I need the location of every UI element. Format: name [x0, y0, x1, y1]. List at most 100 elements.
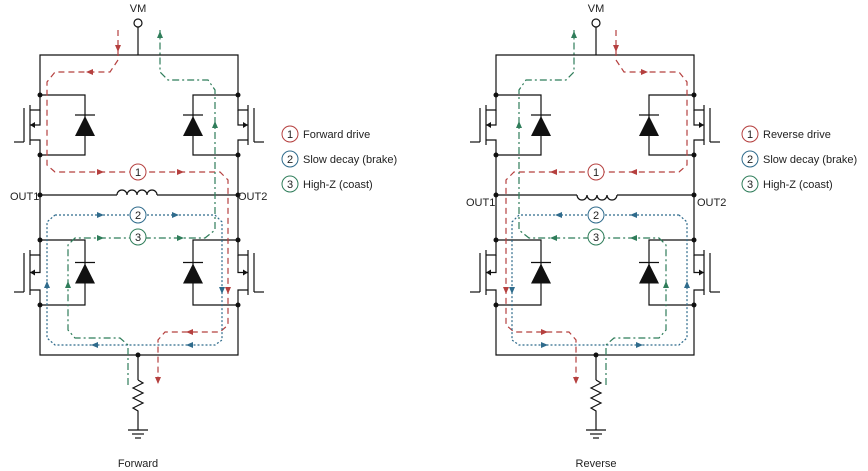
mosfet [486, 139, 497, 155]
mosfet [693, 139, 704, 155]
current-arrow [555, 212, 562, 218]
path-tag [129, 163, 147, 181]
legend-marker [281, 125, 299, 143]
diode [531, 263, 551, 284]
mosfet [486, 240, 497, 256]
junction [37, 302, 43, 308]
mosfet-arrow [243, 122, 248, 128]
current-arrow [97, 212, 104, 218]
current-arrow [636, 342, 643, 348]
legend-marker [741, 175, 759, 193]
mosfet [30, 95, 41, 111]
current-arrow [509, 287, 515, 294]
current-arrow [44, 281, 50, 288]
junction [691, 192, 697, 198]
current-arrow [115, 45, 121, 52]
diode-wire [496, 239, 542, 306]
mosfet [693, 289, 704, 305]
junction [37, 92, 43, 98]
out1-label: OUT1 [466, 197, 495, 209]
out1-label: OUT1 [10, 191, 39, 203]
path-tag [129, 228, 147, 246]
junction [691, 237, 697, 243]
current-arrow [541, 329, 548, 335]
current-arrow [212, 121, 218, 128]
mosfet-arrow [30, 269, 35, 276]
resistor [589, 379, 603, 430]
junction [235, 92, 241, 98]
current-arrow [630, 169, 637, 175]
current-arrow [684, 281, 690, 288]
mosfet [693, 95, 704, 111]
mosfet [237, 139, 248, 155]
legend-number: 2 [747, 154, 753, 166]
legend-marker [741, 125, 759, 143]
current-arrow [641, 69, 648, 75]
diode-wire [192, 239, 238, 306]
junction [493, 302, 499, 308]
path-tag-number: 2 [593, 210, 599, 222]
current-arrow [172, 212, 179, 218]
diode [639, 116, 659, 136]
vm-terminal [591, 18, 601, 28]
current-arrow [177, 169, 184, 175]
current-arrow [573, 377, 579, 384]
current-arrow [97, 235, 104, 241]
current-arrow [550, 169, 557, 175]
mosfet-arrow [30, 122, 35, 128]
mosfet-arrow [699, 122, 704, 128]
current-arrow [177, 235, 184, 241]
current-arrow [186, 329, 193, 335]
legend-label: High-Z (coast) [763, 179, 833, 191]
vm-label: VM [588, 3, 605, 15]
mosfet [237, 95, 248, 111]
mosfet-arrow [243, 269, 248, 276]
drive-path [505, 30, 688, 385]
path-tag [587, 228, 605, 246]
diode [183, 116, 203, 136]
junction [691, 92, 697, 98]
inductor [576, 194, 618, 201]
legend-label: Slow decay (brake) [303, 154, 397, 166]
current-arrow [630, 235, 637, 241]
caption: Forward [118, 458, 158, 470]
current-arrow [65, 281, 71, 288]
caption: Reverse [576, 458, 617, 470]
current-arrow [630, 212, 637, 218]
junction [493, 152, 499, 158]
diode [75, 263, 95, 284]
mosfet [30, 289, 41, 305]
wire [495, 54, 695, 95]
wire [39, 305, 239, 356]
path-tag-number: 1 [135, 167, 141, 179]
wire [39, 54, 239, 95]
out2-label: OUT2 [697, 197, 726, 209]
current-arrow [86, 69, 93, 75]
resistor [131, 379, 145, 430]
mosfet-arrow [486, 269, 491, 276]
current-arrow [571, 31, 577, 38]
junction [235, 302, 241, 308]
legend-number: 1 [287, 129, 293, 141]
junction [691, 302, 697, 308]
path-tag-number: 1 [593, 167, 599, 179]
legend-number: 1 [747, 129, 753, 141]
path-tag-number: 3 [593, 232, 599, 244]
vm-label: VM [130, 3, 147, 15]
drive-path [46, 30, 229, 385]
legend-label: High-Z (coast) [303, 179, 373, 191]
diode [183, 263, 203, 284]
mosfet [30, 139, 41, 155]
diode [639, 263, 659, 284]
current-arrow [516, 121, 522, 128]
mosfet [30, 240, 41, 256]
junction [235, 152, 241, 158]
junction [493, 192, 499, 198]
legend-number: 2 [287, 154, 293, 166]
current-arrow [91, 342, 98, 348]
current-arrow [186, 342, 193, 348]
junction [37, 152, 43, 158]
current-arrow [550, 235, 557, 241]
junction [235, 237, 241, 243]
